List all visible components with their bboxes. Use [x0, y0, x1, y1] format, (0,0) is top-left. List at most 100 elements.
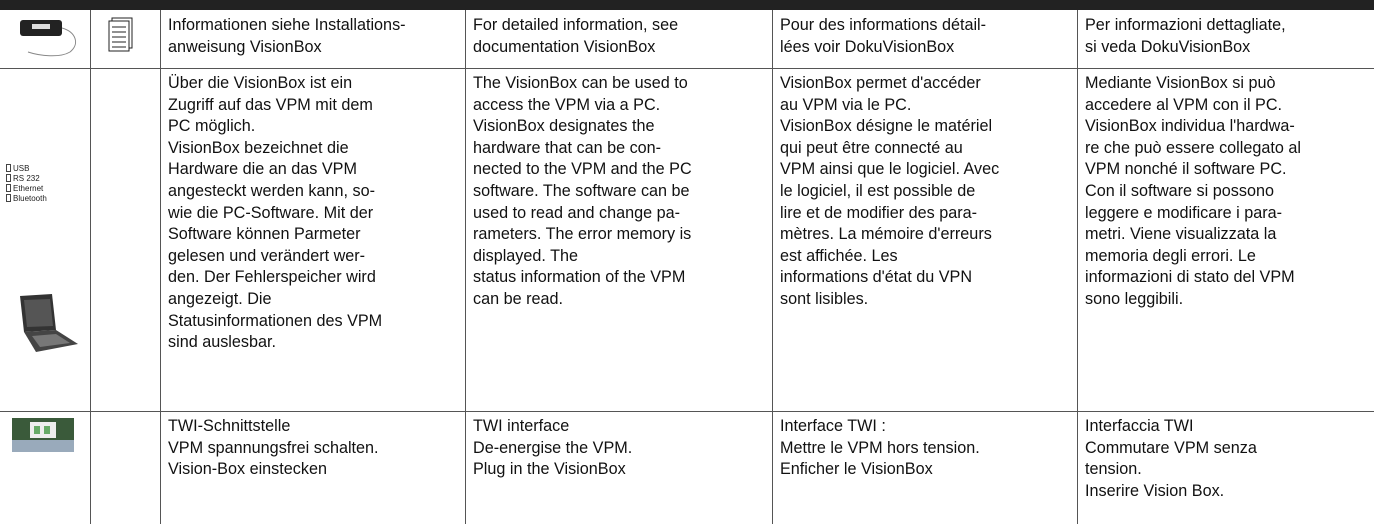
- table-cell: Informationen siehe Installations-anweis…: [160, 11, 465, 58]
- text-line: Enficher le VisionBox: [780, 460, 933, 479]
- text-line: PC möglich.: [168, 117, 256, 136]
- text-line: can be read.: [473, 289, 563, 308]
- text-line: le logiciel, il est possible de: [780, 181, 976, 200]
- text-line: Zugriff auf das VPM mit dem: [168, 95, 373, 114]
- interface-label: USB: [6, 164, 29, 174]
- text-line: sont lisibles.: [780, 289, 869, 308]
- text-line: re che può essere collegato al: [1085, 138, 1301, 157]
- text-line: lire et de modifier des para-: [780, 203, 978, 222]
- table-cell: Interfaccia TWI Commutare VPM senza tensio…: [1077, 412, 1374, 502]
- text-line: TWI-Schnittstelle: [168, 417, 291, 435]
- text-line: Mediante VisionBox si può: [1085, 74, 1276, 92]
- checkbox: [6, 184, 11, 192]
- text-line: Plug in the VisionBox: [473, 460, 626, 479]
- text-line: TWI interface: [473, 417, 570, 435]
- text-line: memoria degli errori. Le: [1085, 246, 1256, 265]
- row-border: [0, 411, 1374, 412]
- text-line: hardware that can be con-: [473, 138, 662, 157]
- table-cell: The VisionBox can be used to access the V…: [465, 69, 772, 311]
- interface-label: RS 232: [6, 174, 40, 184]
- text-line: Per informazioni dettagliate,: [1085, 16, 1286, 34]
- checkbox: [6, 174, 11, 182]
- text-line: est affichée. Les: [780, 246, 898, 265]
- visionbox-icon: [20, 20, 77, 57]
- text-line: Software können Parmeter: [168, 225, 361, 244]
- text-line: used to read and change pa-: [473, 203, 680, 222]
- text-line: mètres. La mémoire d'erreurs: [780, 225, 992, 244]
- text-line: Interface TWI :: [780, 417, 886, 435]
- twi-icon: [12, 418, 74, 452]
- interface-label: Ethernet: [6, 184, 43, 194]
- text-line: informations d'état du VPN: [780, 268, 973, 287]
- table-cell: VisionBox permet d'accéder au VPM via le …: [772, 69, 1077, 311]
- text-line: documentation VisionBox: [473, 37, 656, 56]
- table-cell: TWI interface De-energise the VPM. Plug in…: [465, 412, 772, 481]
- text-line: tension.: [1085, 460, 1142, 479]
- text-line: The VisionBox can be used to: [473, 74, 688, 92]
- text-line: Interfaccia TWI: [1085, 417, 1194, 435]
- text-line: si veda DokuVisionBox: [1085, 37, 1251, 56]
- text-line: metri. Viene visualizzata la: [1085, 225, 1277, 244]
- interface-label: Bluetooth: [6, 194, 47, 204]
- text-line: Informationen siehe Installations-: [168, 16, 406, 34]
- column-border: [90, 10, 91, 524]
- text-line: rameters. The error memory is: [473, 225, 692, 244]
- text-line: VisionBox permet d'accéder: [780, 74, 981, 92]
- text-line: Con il software si possono: [1085, 181, 1274, 200]
- checkbox: [6, 194, 11, 202]
- text-line: VisionBox bezeichnet die: [168, 138, 349, 157]
- column-border: [772, 10, 773, 524]
- interface-text: USB: [13, 164, 30, 173]
- row-border: [0, 68, 1374, 69]
- text-line: For detailed information, see: [473, 16, 679, 34]
- text-line: Vision-Box einstecken: [168, 460, 327, 479]
- column-border: [465, 10, 466, 524]
- text-line: nected to the VPM and the PC: [473, 160, 692, 179]
- text-line: Über die VisionBox ist ein: [168, 74, 353, 92]
- checkbox: [6, 164, 11, 172]
- text-line: Inserire Vision Box.: [1085, 481, 1225, 500]
- text-line: au VPM via le PC.: [780, 95, 912, 114]
- text-line: anweisung VisionBox: [168, 37, 322, 56]
- interface-text: Bluetooth: [13, 194, 47, 203]
- text-line: Commutare VPM senza: [1085, 438, 1257, 457]
- text-line: displayed. The: [473, 246, 578, 265]
- text-line: Statusinformationen des VPM: [168, 311, 383, 330]
- text-line: VPM ainsi que le logiciel. Avec: [780, 160, 1000, 179]
- text-line: accedere al VPM con il PC.: [1085, 95, 1283, 114]
- laptop-icon: [20, 294, 78, 352]
- text-line: leggere e modificare i para-: [1085, 203, 1283, 222]
- text-line: software. The software can be: [473, 181, 690, 200]
- table-cell: TWI-Schnittstelle VPM spannungsfrei schal…: [160, 412, 465, 481]
- text-line: sono leggibili.: [1085, 289, 1184, 308]
- text-line: VisionBox désigne le matériel: [780, 117, 993, 136]
- table-cell: Per informazioni dettagliate, si veda Dok…: [1077, 11, 1374, 58]
- text-line: VPM nonché il software PC.: [1085, 160, 1287, 179]
- text-line: wie die PC-Software. Mit der: [168, 203, 374, 222]
- text-line: VisionBox designates the: [473, 117, 655, 136]
- text-line: qui peut être connecté au: [780, 138, 963, 157]
- text-line: angesteckt werden kann, so-: [168, 181, 375, 200]
- header-bar: [0, 0, 1374, 10]
- text-line: informazioni di stato del VPM: [1085, 268, 1295, 287]
- text-line: VisionBox individua l'hardwa-: [1085, 117, 1295, 136]
- table-cell: Interface TWI : Mettre le VPM hors tensio…: [772, 412, 1077, 481]
- interface-text: RS 232: [13, 174, 40, 183]
- interface-text: Ethernet: [13, 184, 44, 193]
- column-border: [1077, 10, 1078, 524]
- text-line: Pour des informations détail-: [780, 16, 987, 34]
- text-line: lées voir DokuVisionBox: [780, 37, 955, 56]
- text-line: access the VPM via a PC.: [473, 95, 661, 114]
- table-cell: For detailed information, see documentati…: [465, 11, 772, 58]
- table-cell: Mediante VisionBox si può accedere al VPM…: [1077, 69, 1374, 311]
- column-border: [160, 10, 161, 524]
- table-cell: Pour des informations détail-lées voir D…: [772, 11, 1077, 58]
- text-line: De-energise the VPM.: [473, 438, 633, 457]
- text-line: Hardware die an das VPM: [168, 160, 357, 179]
- table-cell: Über die VisionBox ist ein Zugriff auf da…: [160, 69, 465, 354]
- text-line: sind auslesbar.: [168, 333, 276, 352]
- document-icon: [108, 17, 133, 52]
- text-line: gelesen und verändert wer-: [168, 246, 366, 265]
- text-line: VPM spannungsfrei schalten.: [168, 438, 379, 457]
